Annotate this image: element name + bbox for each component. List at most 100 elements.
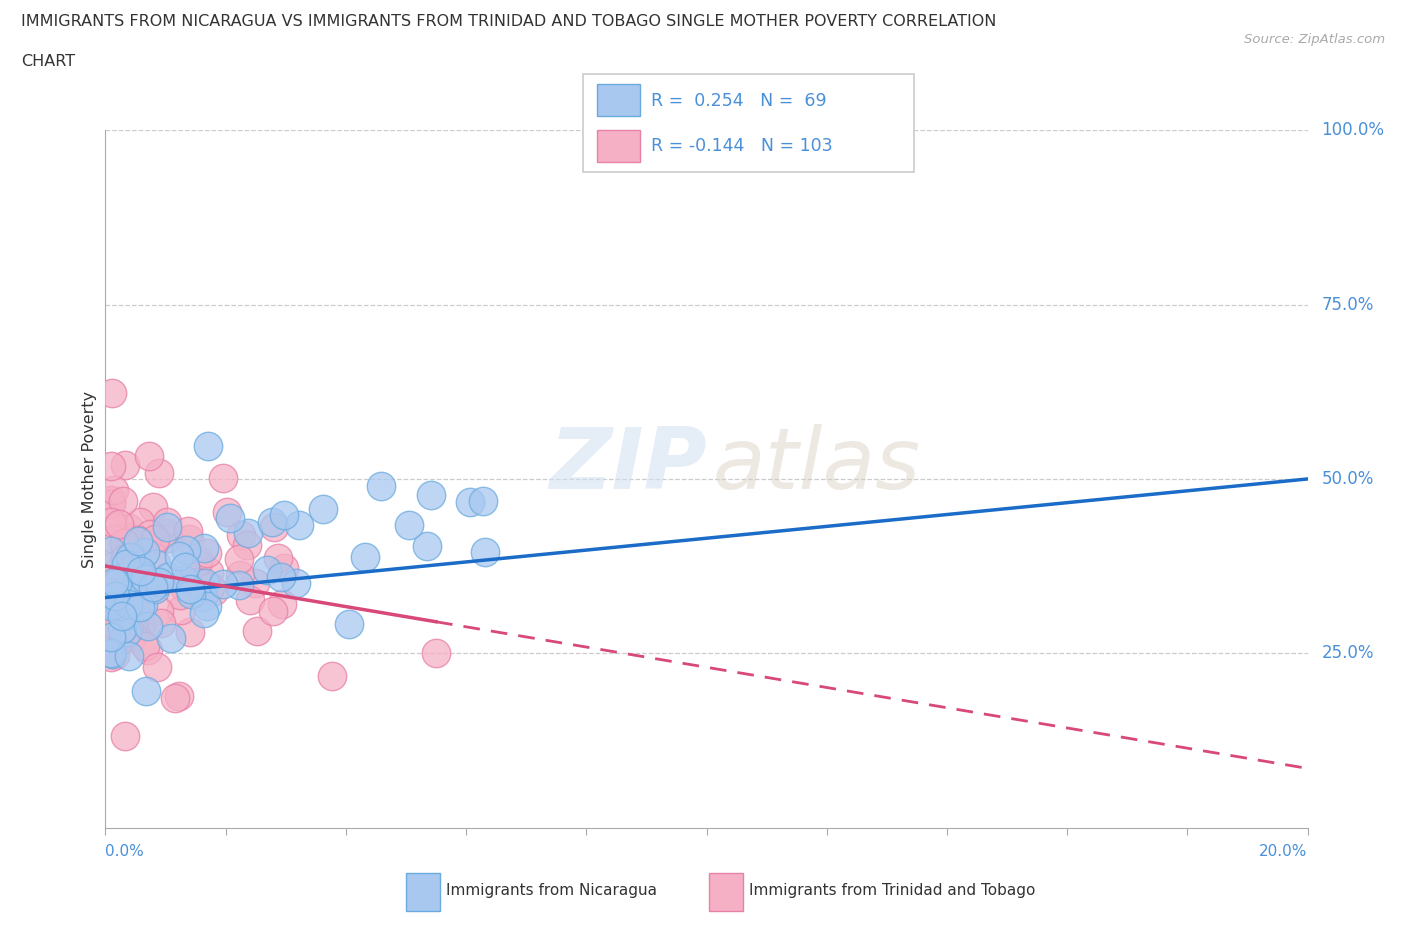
Point — [177, 580, 200, 595]
Point — [176, 524, 198, 538]
Point — [100, 458, 122, 473]
Point — [134, 544, 156, 559]
Point — [425, 645, 447, 660]
Point — [128, 514, 150, 529]
Point — [212, 577, 235, 591]
Point — [472, 493, 495, 508]
Point — [129, 619, 152, 634]
Point — [100, 514, 122, 529]
Point — [160, 631, 183, 645]
Point — [118, 547, 141, 562]
Point — [135, 683, 157, 698]
Point — [112, 575, 135, 590]
Point — [115, 625, 138, 640]
Point — [236, 525, 259, 540]
Point — [167, 689, 190, 704]
Point — [211, 471, 233, 485]
Point — [256, 563, 278, 578]
Point — [112, 494, 135, 509]
Point — [127, 533, 149, 548]
Point — [112, 536, 135, 551]
Point — [118, 649, 141, 664]
Point — [260, 515, 283, 530]
Point — [101, 646, 124, 661]
Text: 25.0%: 25.0% — [1322, 644, 1374, 662]
Point — [458, 494, 481, 509]
Point — [105, 576, 128, 591]
Point — [321, 668, 343, 683]
Point — [229, 527, 252, 542]
Point — [157, 570, 180, 585]
Point — [143, 581, 166, 596]
Point — [197, 439, 219, 454]
FancyBboxPatch shape — [406, 872, 440, 911]
Point — [229, 567, 252, 582]
Point — [129, 564, 152, 578]
Point — [100, 543, 122, 558]
Point — [127, 547, 149, 562]
Point — [101, 558, 124, 573]
Point — [100, 645, 122, 660]
Point — [202, 583, 225, 598]
Point — [100, 598, 122, 613]
Point — [104, 578, 127, 593]
Point — [114, 728, 136, 743]
Point — [145, 659, 167, 674]
Point — [111, 608, 134, 623]
Point — [125, 563, 148, 578]
Point — [193, 540, 215, 555]
Text: atlas: atlas — [713, 423, 921, 507]
Point — [193, 605, 215, 620]
Point — [337, 617, 360, 631]
Point — [145, 557, 167, 572]
Point — [104, 589, 127, 604]
Point — [271, 596, 294, 611]
Point — [370, 478, 392, 493]
Text: ZIP: ZIP — [548, 423, 707, 507]
Point — [100, 650, 122, 665]
Point — [263, 520, 285, 535]
Point — [187, 575, 209, 590]
Text: Immigrants from Nicaragua: Immigrants from Nicaragua — [446, 883, 657, 898]
Point — [100, 630, 122, 644]
Point — [136, 643, 159, 658]
Point — [173, 560, 195, 575]
Point — [179, 582, 201, 597]
Point — [195, 599, 218, 614]
Point — [114, 551, 136, 565]
Point — [111, 618, 134, 633]
Point — [100, 586, 122, 601]
Point — [142, 579, 165, 594]
Point — [141, 582, 163, 597]
Point — [108, 599, 131, 614]
Point — [180, 587, 202, 602]
Point — [270, 569, 292, 584]
Point — [215, 504, 238, 519]
Point — [228, 551, 250, 566]
Point — [114, 542, 136, 557]
Point — [128, 593, 150, 608]
Point — [115, 608, 138, 623]
Point — [156, 531, 179, 546]
Point — [117, 601, 139, 616]
FancyBboxPatch shape — [709, 872, 744, 911]
Point — [354, 550, 377, 565]
Point — [125, 555, 148, 570]
Point — [117, 588, 139, 603]
Point — [191, 590, 214, 604]
Point — [138, 448, 160, 463]
Point — [156, 525, 179, 540]
Text: 20.0%: 20.0% — [1260, 844, 1308, 859]
Point — [156, 514, 179, 529]
Point — [117, 606, 139, 621]
Point — [148, 575, 170, 590]
Point — [100, 586, 122, 601]
Point — [110, 571, 132, 586]
Point — [239, 593, 262, 608]
Point — [273, 508, 295, 523]
Point — [273, 560, 295, 575]
Text: IMMIGRANTS FROM NICARAGUA VS IMMIGRANTS FROM TRINIDAD AND TOBAGO SINGLE MOTHER P: IMMIGRANTS FROM NICARAGUA VS IMMIGRANTS … — [21, 14, 997, 29]
Point — [200, 579, 222, 594]
Point — [103, 532, 125, 547]
Point — [312, 502, 335, 517]
